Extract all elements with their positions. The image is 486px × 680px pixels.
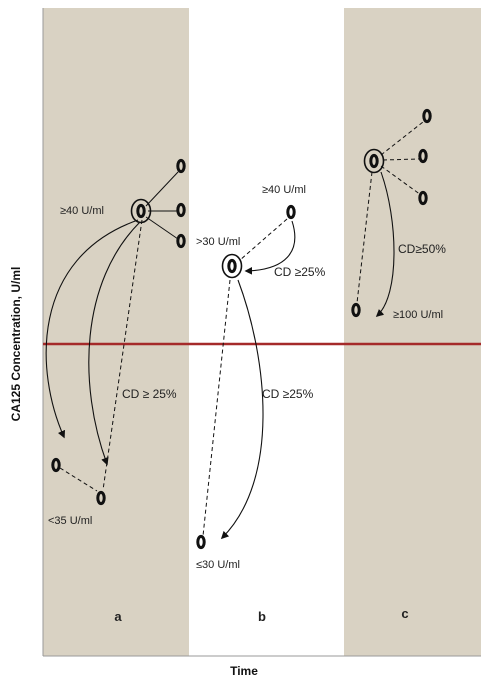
panel-c-dashed-decline	[356, 171, 373, 304]
panel-b-letter: b	[258, 609, 266, 624]
panel-c-baseline-node	[369, 153, 379, 169]
panel-a-letter: a	[114, 609, 122, 624]
panel-b-dashed-first	[239, 218, 288, 261]
panel-c-baseline-ring	[363, 148, 385, 174]
panel-a-baseline-ring	[130, 198, 152, 224]
panel-a-arrow-inner	[88, 221, 141, 466]
panel-c-letter: c	[401, 606, 408, 621]
panel-a-spoke-top	[145, 171, 179, 207]
panel-a-arrow-outer	[45, 219, 139, 439]
panel-b-intermediate-label: >30 U/ml	[196, 236, 240, 248]
panel-a-baseline-node	[136, 203, 146, 219]
panel-c-group: CD≥50% ≥100 U/ml	[351, 108, 446, 321]
panel-c-spoke-bottom	[380, 165, 422, 196]
panel-c-spoke-middle	[382, 158, 420, 161]
panel-a-spoke-bottom	[145, 216, 179, 240]
panel-c-nadir-label: ≥100 U/ml	[393, 309, 443, 321]
x-axis-title: Time	[230, 664, 258, 678]
panel-c-background	[344, 8, 481, 656]
panel-b-intermediate-node	[227, 258, 237, 274]
panel-b-second-decline-label: CD ≥25%	[262, 387, 314, 401]
panel-c-arrow	[375, 171, 395, 318]
panel-c-node-top	[422, 108, 432, 124]
panel-b-arrow-second	[220, 279, 264, 540]
panel-b-baseline-label: ≥40 U/ml	[262, 184, 306, 196]
panel-a-nadir-label: <35 U/ml	[48, 515, 92, 527]
panel-a-background	[43, 8, 189, 656]
panel-a-node-bottom	[176, 233, 186, 249]
panel-c-spoke-top	[380, 121, 424, 156]
panel-a-node-middle	[176, 202, 186, 218]
panel-b-first-decline-label: CD ≥25%	[274, 265, 326, 279]
panel-b-baseline-node	[286, 204, 296, 220]
y-axis-title: CA125 Concentration, U/ml	[9, 267, 23, 422]
panel-b-background	[189, 8, 344, 656]
panel-a-node-nadir-right	[96, 490, 106, 506]
panel-b-arrow-first	[244, 220, 296, 275]
panel-a-group: ≥40 U/ml CD ≥ 25% <35 U/ml	[45, 158, 186, 527]
panel-c-nadir-node	[351, 302, 361, 318]
panel-b-nadir-label: ≤30 U/ml	[196, 559, 240, 571]
panel-a-node-nadir-left	[51, 457, 61, 473]
panel-a-dashed-decline	[102, 219, 143, 491]
panel-b-nadir-node	[196, 534, 206, 550]
panel-b-group: ≥40 U/ml >30 U/ml CD ≥25% CD ≥25% ≤30 U/…	[196, 184, 326, 571]
panel-c-node-bottom	[418, 190, 428, 206]
panel-a-baseline-label: ≥40 U/ml	[60, 205, 104, 217]
panel-a-dashed-nadir	[59, 467, 98, 492]
panel-b-intermediate-ring	[221, 253, 243, 279]
panel-a-decline-label: CD ≥ 25%	[122, 387, 177, 401]
panel-c-node-middle	[418, 148, 428, 164]
panel-a-node-top	[176, 158, 186, 174]
panel-c-decline-label: CD≥50%	[398, 242, 446, 256]
panel-b-dashed-second	[202, 279, 231, 537]
